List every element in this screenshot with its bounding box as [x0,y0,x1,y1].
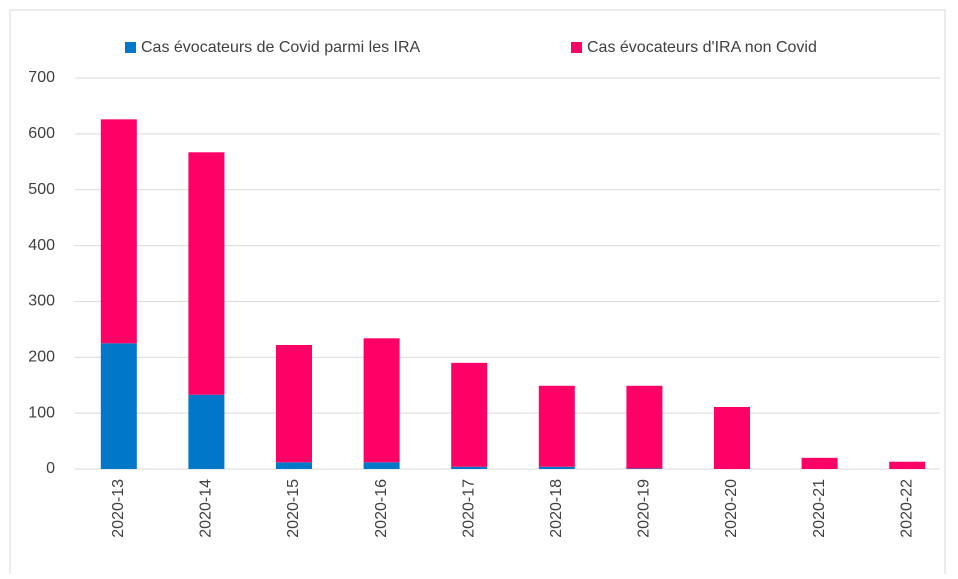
y-tick-label: 300 [28,293,55,310]
legend-swatch [571,42,582,53]
x-tick-label: 2020-17 [460,479,477,538]
y-tick-label: 600 [28,125,55,142]
bar-segment [363,462,400,469]
x-tick-label: 2020-14 [198,479,215,538]
legend-label: Cas évocateurs de Covid parmi les IRA [141,39,421,56]
y-tick-label: 700 [28,69,55,86]
y-tick-label: 200 [28,349,55,366]
chart-border [9,9,946,579]
legend-swatch [125,42,136,53]
y-tick-label: 100 [28,404,55,421]
bar-segment [451,362,488,467]
bar-segment [276,344,312,463]
bar-segment [363,338,400,463]
x-tick-label: 2020-20 [723,479,740,538]
y-tick-label: 500 [28,181,55,198]
x-tick-label: 2020-21 [811,479,828,538]
x-tick-label: 2020-22 [898,479,915,538]
legend-label: Cas évocateurs d'IRA non Covid [587,39,817,56]
bar-segment [100,119,137,344]
bar-segment [538,466,575,469]
x-tick-label: 2020-15 [285,479,302,538]
y-tick-label: 0 [46,460,55,477]
x-tick-label: 2020-13 [110,479,127,538]
bar-segment [626,385,663,469]
x-tick-label: 2020-18 [548,479,565,538]
bar-segment [714,406,750,469]
bar-segment [626,468,663,469]
x-tick-label: 2020-16 [373,479,390,538]
bar-segment [188,152,225,395]
bar-segment [889,461,926,469]
x-tick-label: 2020-19 [636,479,653,538]
bar-segment [451,466,488,469]
bar-segment [801,457,838,469]
bar-segment [538,385,575,467]
bar-segment [100,343,137,469]
y-tick-label: 400 [28,237,55,254]
bar-segment [188,394,225,469]
bar-segment [276,462,312,469]
